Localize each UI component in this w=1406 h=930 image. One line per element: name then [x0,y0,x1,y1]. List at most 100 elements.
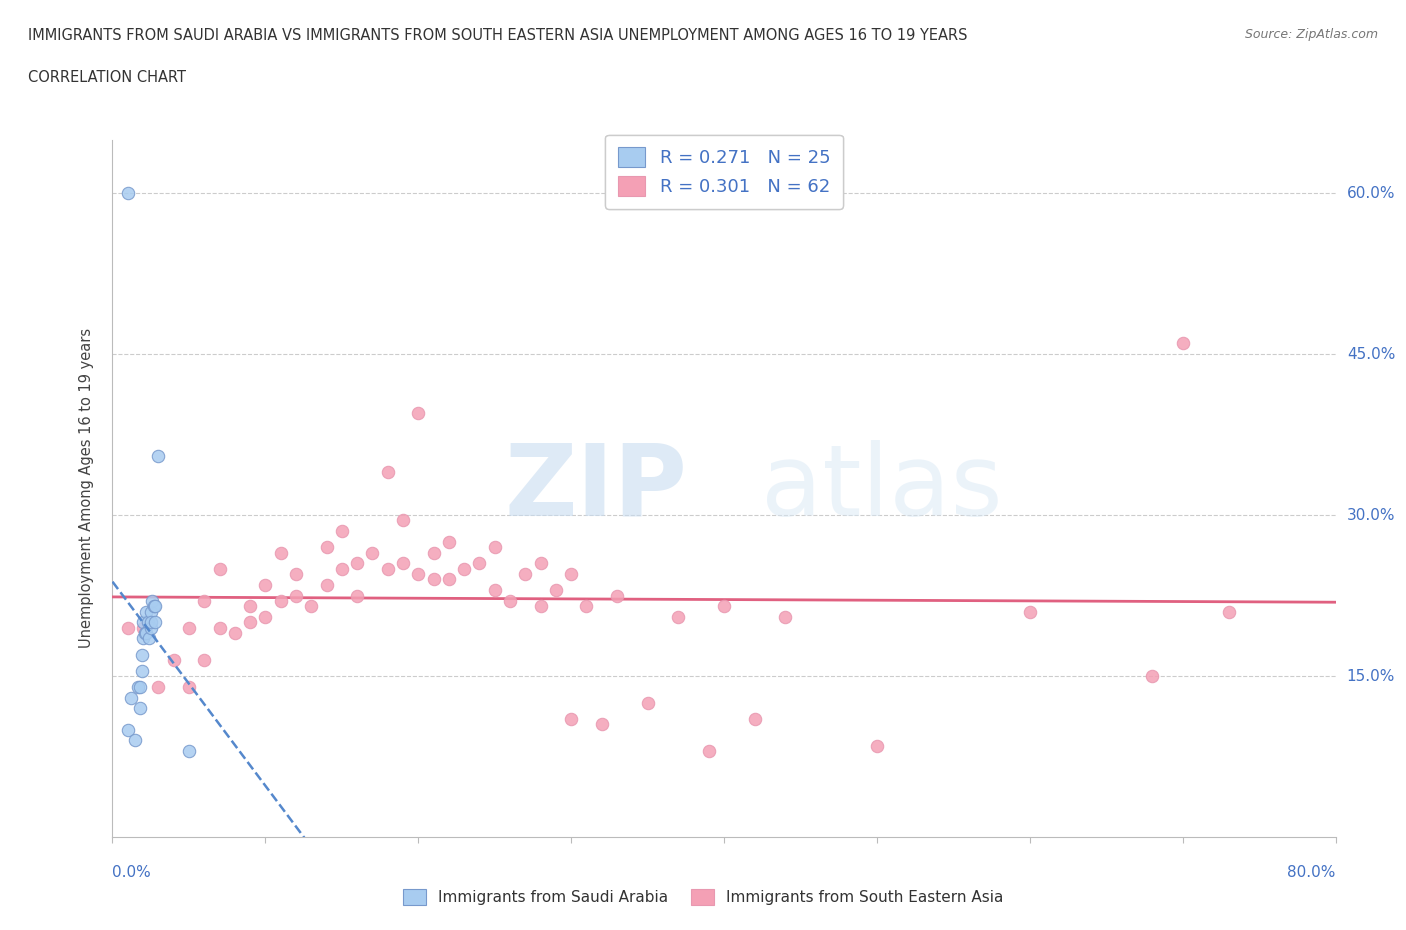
Point [136,615,159,630]
Point [484,539,506,554]
Text: 30.0%: 30.0% [1347,508,1395,523]
Point [330,524,353,538]
Point [177,744,200,759]
Point [775,609,797,624]
Point [132,615,155,630]
Point [392,556,415,571]
Point [361,545,384,560]
Point [117,723,139,737]
Point [346,556,368,571]
Legend: Immigrants from Saudi Arabia, Immigrants from South Eastern Asia: Immigrants from Saudi Arabia, Immigrants… [395,882,1011,913]
Point [377,465,399,480]
Text: 45.0%: 45.0% [1347,347,1395,362]
Point [177,620,200,635]
Point [132,620,155,635]
Point [193,593,215,608]
Legend: R = 0.271   N = 25, R = 0.301   N = 62: R = 0.271 N = 25, R = 0.301 N = 62 [606,135,842,208]
Point [148,679,170,694]
Point [437,535,460,550]
Point [697,744,720,759]
Point [148,448,170,463]
Point [143,615,166,630]
Point [515,566,537,581]
Point [499,593,522,608]
Point [575,599,598,614]
Point [284,566,308,581]
Point [453,562,475,577]
Point [315,578,337,592]
Point [254,578,277,592]
Point [134,626,156,641]
Point [1018,604,1040,619]
Y-axis label: Unemployment Among Ages 16 to 19 years: Unemployment Among Ages 16 to 19 years [79,328,94,648]
Point [866,738,889,753]
Point [127,679,149,694]
Point [254,609,277,624]
Text: ZIP: ZIP [505,440,688,537]
Point [139,615,162,630]
Point [131,647,153,662]
Point [141,593,163,608]
Point [139,604,162,619]
Point [129,679,152,694]
Point [224,626,246,641]
Point [330,562,353,577]
Text: IMMIGRANTS FROM SAUDI ARABIA VS IMMIGRANTS FROM SOUTH EASTERN ASIA UNEMPLOYMENT : IMMIGRANTS FROM SAUDI ARABIA VS IMMIGRAN… [28,28,967,43]
Point [392,513,415,528]
Point [315,539,337,554]
Point [270,593,292,608]
Point [284,588,308,603]
Point [142,599,165,614]
Text: 15.0%: 15.0% [1347,669,1395,684]
Point [1142,669,1164,684]
Point [422,545,444,560]
Point [666,609,689,624]
Point [138,631,160,646]
Text: CORRELATION CHART: CORRELATION CHART [28,70,186,85]
Point [299,599,322,614]
Point [346,588,368,603]
Point [129,701,152,716]
Point [530,556,553,571]
Point [544,583,567,598]
Point [120,690,142,705]
Point [468,556,491,571]
Point [408,566,430,581]
Point [377,562,399,577]
Point [132,631,155,646]
Point [135,626,157,641]
Point [124,733,146,748]
Point [270,545,292,560]
Point [208,562,231,577]
Point [713,599,735,614]
Point [591,717,613,732]
Point [208,620,231,635]
Point [408,405,430,420]
Text: Source: ZipAtlas.com: Source: ZipAtlas.com [1244,28,1378,41]
Point [131,663,153,678]
Point [637,696,659,711]
Point [422,572,444,587]
Point [484,583,506,598]
Point [530,599,553,614]
Point [1218,604,1240,619]
Text: 80.0%: 80.0% [1288,865,1336,880]
Text: 60.0%: 60.0% [1347,186,1395,201]
Point [193,653,215,668]
Point [135,604,157,619]
Point [239,599,262,614]
Point [560,566,582,581]
Point [143,599,166,614]
Point [177,679,200,694]
Point [117,620,139,635]
Point [1171,336,1194,351]
Point [163,653,186,668]
Point [560,711,582,726]
Text: atlas: atlas [761,440,1002,537]
Point [744,711,766,726]
Point [139,620,162,635]
Point [606,588,628,603]
Point [117,186,139,201]
Point [239,615,262,630]
Point [437,572,460,587]
